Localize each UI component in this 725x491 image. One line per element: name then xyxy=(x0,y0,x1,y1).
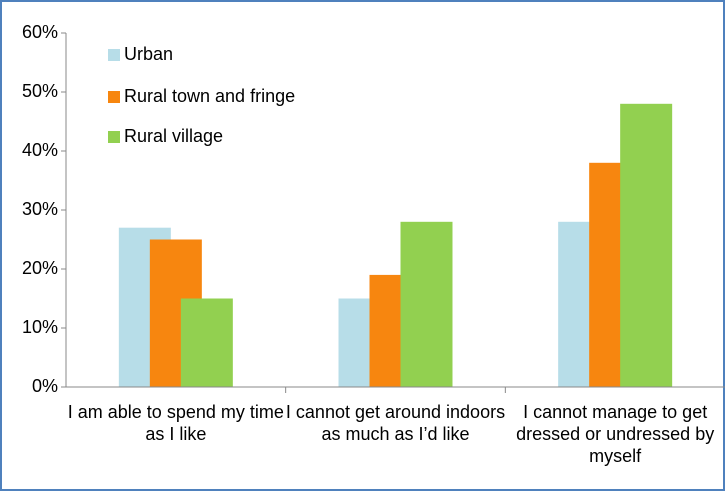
x-tick-label: I am able to spend my time as I like xyxy=(67,402,284,444)
legend-swatch xyxy=(108,49,120,61)
bar xyxy=(180,298,233,387)
legend-swatch xyxy=(108,91,120,103)
bar xyxy=(400,221,453,387)
legend-label: Rural town and fringe xyxy=(124,86,295,106)
y-tick-label: 50% xyxy=(22,81,58,101)
legend-label: Rural village xyxy=(124,126,223,146)
bar xyxy=(620,103,673,388)
x-tick-label: I cannot manage to get dressed or undres… xyxy=(516,402,715,466)
legend-swatch xyxy=(108,131,120,143)
x-tick-label: I cannot get around indoors as much as I… xyxy=(285,402,506,444)
y-tick-label: 30% xyxy=(22,199,58,219)
y-tick-label: 10% xyxy=(22,317,58,337)
y-tick-label: 0% xyxy=(32,376,58,396)
y-tick-label: 40% xyxy=(22,140,58,160)
y-tick-label: 60% xyxy=(22,22,58,42)
legend-label: Urban xyxy=(124,44,173,64)
y-tick-label: 20% xyxy=(22,258,58,278)
